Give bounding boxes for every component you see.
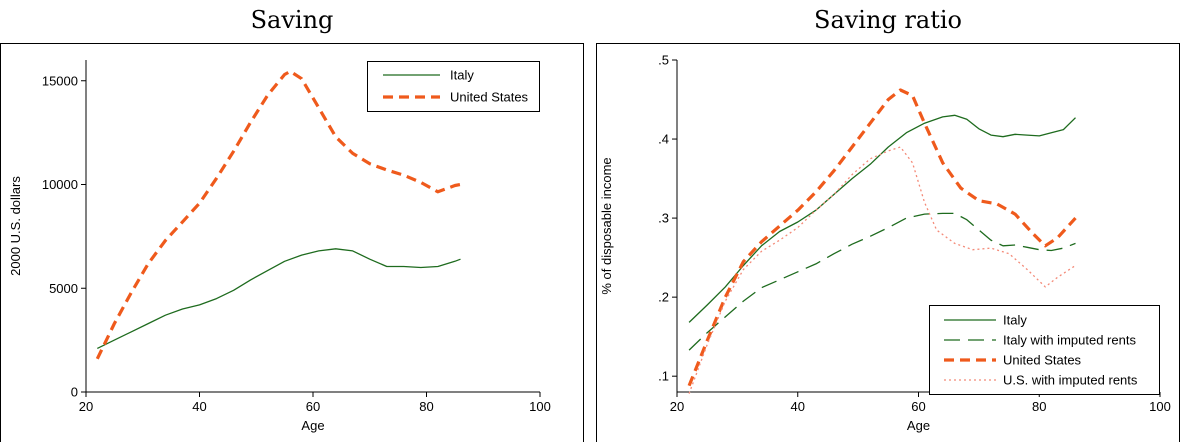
legend-label: Italy	[450, 68, 474, 83]
x-tick-label: 40	[791, 399, 805, 414]
series-line-u-s-with-imputed-rents	[688, 146, 1076, 394]
legend-label: United States	[450, 90, 529, 105]
y-tick-label: .1	[658, 369, 669, 384]
series-line-italy	[688, 114, 1076, 323]
y-tick-label: 10000	[42, 177, 78, 192]
y-tick-label: 0	[71, 385, 78, 400]
legend-box	[367, 61, 540, 112]
x-tick-label: 20	[670, 399, 684, 414]
x-tick-label: 80	[419, 399, 433, 414]
legend-box	[929, 305, 1160, 395]
series-line-united-states	[95, 69, 461, 360]
series-line-italy	[97, 248, 461, 349]
x-tick-label: 40	[192, 399, 206, 414]
x-tick-label: 100	[529, 399, 551, 414]
chart-panel-1: Saving 0 5000 10000 15000 20 40 60 80 100 Age 2000 …	[0, 6, 584, 442]
y-tick-label: .2	[658, 290, 669, 305]
chart-title: Saving ratio	[814, 6, 962, 34]
legend-label: United States	[1003, 353, 1082, 368]
x-axis-label: Age	[907, 418, 930, 433]
legend-label: Italy	[1003, 313, 1027, 328]
x-tick-label: 80	[1032, 399, 1046, 414]
x-tick-label: 60	[306, 399, 320, 414]
chart-panel-2: Saving ratio .1 .2 .3 .4 .5 20 40 60 80 100 Age % of…	[596, 6, 1180, 442]
y-axis-label: % of disposable income	[599, 157, 614, 294]
y-tick-label: 15000	[42, 73, 78, 88]
x-axis-label: Age	[301, 418, 324, 433]
y-tick-label: 5000	[49, 281, 78, 296]
y-tick-label: .5	[658, 53, 669, 68]
x-tick-label: 100	[1149, 399, 1171, 414]
series-line-italy-with-imputed-rents	[688, 212, 1076, 351]
chart-title: Saving	[251, 6, 334, 34]
x-tick-label: 60	[911, 399, 925, 414]
panel-frame	[0, 43, 584, 442]
x-tick-label: 20	[79, 399, 93, 414]
legend-label: U.S. with imputed rents	[1003, 373, 1138, 388]
y-tick-label: .4	[658, 132, 669, 147]
y-tick-label: .3	[658, 211, 669, 226]
legend-label: Italy with imputed rents	[1003, 333, 1136, 348]
series-line-united-states	[687, 88, 1077, 387]
y-axis-label: 2000 U.S. dollars	[8, 176, 23, 276]
